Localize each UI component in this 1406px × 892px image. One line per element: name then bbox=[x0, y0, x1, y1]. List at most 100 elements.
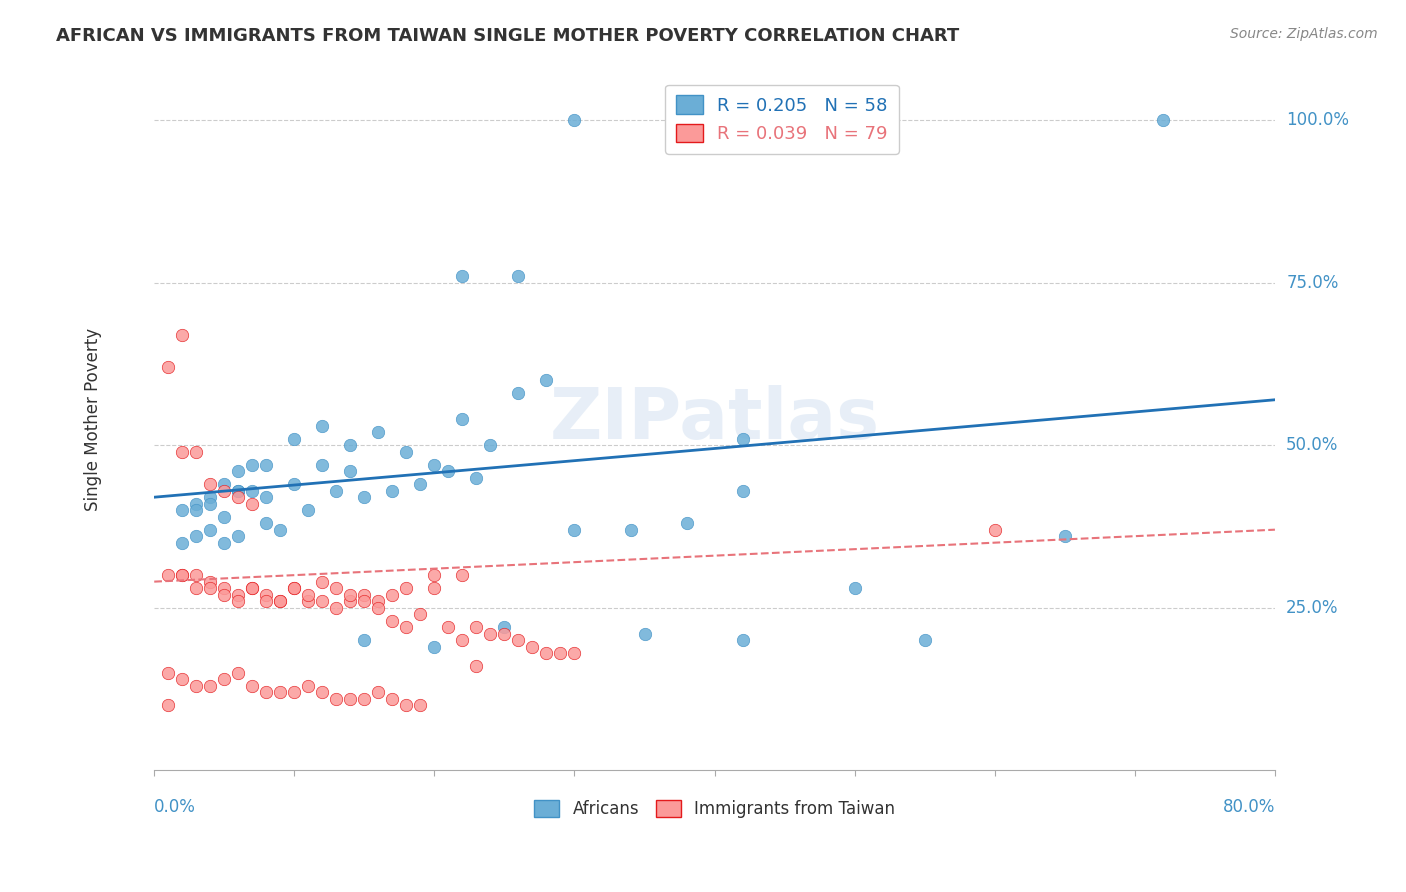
Africans bbox=[200, 523, 222, 537]
Africans bbox=[283, 432, 305, 446]
Immigrants from Taiwan bbox=[522, 640, 544, 654]
Immigrants from Taiwan bbox=[465, 620, 488, 634]
Immigrants from Taiwan bbox=[395, 620, 418, 634]
Immigrants from Taiwan bbox=[214, 588, 236, 602]
Immigrants from Taiwan bbox=[437, 620, 460, 634]
Immigrants from Taiwan bbox=[200, 679, 222, 693]
Text: 25.0%: 25.0% bbox=[1286, 599, 1339, 616]
Immigrants from Taiwan bbox=[395, 698, 418, 712]
Africans bbox=[619, 523, 641, 537]
Africans bbox=[508, 269, 530, 284]
Africans bbox=[353, 633, 375, 648]
Immigrants from Taiwan bbox=[381, 614, 404, 628]
Africans bbox=[479, 438, 502, 452]
Text: AFRICAN VS IMMIGRANTS FROM TAIWAN SINGLE MOTHER POVERTY CORRELATION CHART: AFRICAN VS IMMIGRANTS FROM TAIWAN SINGLE… bbox=[56, 27, 959, 45]
Africans bbox=[200, 497, 222, 511]
Africans bbox=[311, 418, 333, 433]
Africans bbox=[172, 535, 194, 549]
Immigrants from Taiwan bbox=[297, 594, 319, 608]
Africans bbox=[283, 477, 305, 491]
Immigrants from Taiwan bbox=[157, 665, 180, 680]
Africans bbox=[367, 425, 389, 440]
Africans bbox=[254, 458, 277, 472]
Immigrants from Taiwan bbox=[423, 568, 446, 582]
Immigrants from Taiwan bbox=[297, 588, 319, 602]
Immigrants from Taiwan bbox=[409, 698, 432, 712]
Immigrants from Taiwan bbox=[254, 588, 277, 602]
Immigrants from Taiwan bbox=[283, 581, 305, 595]
Immigrants from Taiwan bbox=[409, 607, 432, 621]
Immigrants from Taiwan bbox=[465, 659, 488, 673]
Africans bbox=[395, 444, 418, 458]
Immigrants from Taiwan bbox=[186, 568, 208, 582]
Africans bbox=[186, 503, 208, 517]
Immigrants from Taiwan bbox=[200, 477, 222, 491]
Text: ZIPatlas: ZIPatlas bbox=[550, 384, 880, 454]
Immigrants from Taiwan bbox=[297, 679, 319, 693]
Immigrants from Taiwan bbox=[214, 672, 236, 686]
Immigrants from Taiwan bbox=[254, 594, 277, 608]
Immigrants from Taiwan bbox=[550, 646, 572, 660]
Immigrants from Taiwan bbox=[564, 646, 586, 660]
Africans bbox=[633, 626, 655, 640]
Immigrants from Taiwan bbox=[353, 588, 375, 602]
Africans bbox=[214, 509, 236, 524]
Africans bbox=[536, 373, 558, 387]
Africans bbox=[437, 464, 460, 478]
Text: 75.0%: 75.0% bbox=[1286, 274, 1339, 292]
Legend: Africans, Immigrants from Taiwan: Africans, Immigrants from Taiwan bbox=[527, 793, 901, 825]
Africans bbox=[914, 633, 936, 648]
Africans bbox=[1053, 529, 1076, 543]
Immigrants from Taiwan bbox=[381, 691, 404, 706]
Immigrants from Taiwan bbox=[240, 497, 263, 511]
Africans bbox=[186, 497, 208, 511]
Africans bbox=[240, 458, 263, 472]
Text: Single Mother Poverty: Single Mother Poverty bbox=[83, 327, 101, 511]
Immigrants from Taiwan bbox=[157, 360, 180, 375]
Immigrants from Taiwan bbox=[508, 633, 530, 648]
Africans bbox=[240, 483, 263, 498]
Africans bbox=[564, 113, 586, 128]
Africans bbox=[297, 503, 319, 517]
Africans bbox=[353, 490, 375, 504]
Africans bbox=[409, 477, 432, 491]
Africans bbox=[731, 432, 754, 446]
Africans bbox=[254, 490, 277, 504]
Immigrants from Taiwan bbox=[451, 633, 474, 648]
Africans bbox=[339, 438, 361, 452]
Immigrants from Taiwan bbox=[353, 691, 375, 706]
Immigrants from Taiwan bbox=[451, 568, 474, 582]
Africans bbox=[508, 386, 530, 401]
Immigrants from Taiwan bbox=[311, 685, 333, 699]
Immigrants from Taiwan bbox=[226, 588, 249, 602]
Immigrants from Taiwan bbox=[283, 581, 305, 595]
Immigrants from Taiwan bbox=[381, 588, 404, 602]
Immigrants from Taiwan bbox=[240, 679, 263, 693]
Africans bbox=[214, 477, 236, 491]
Africans bbox=[675, 516, 697, 531]
Africans bbox=[381, 483, 404, 498]
Africans bbox=[325, 483, 347, 498]
Immigrants from Taiwan bbox=[226, 665, 249, 680]
Immigrants from Taiwan bbox=[172, 672, 194, 686]
Africans bbox=[311, 458, 333, 472]
Immigrants from Taiwan bbox=[536, 646, 558, 660]
Immigrants from Taiwan bbox=[325, 581, 347, 595]
Africans bbox=[465, 471, 488, 485]
Immigrants from Taiwan bbox=[269, 685, 291, 699]
Africans bbox=[494, 620, 516, 634]
Africans bbox=[564, 523, 586, 537]
Immigrants from Taiwan bbox=[395, 581, 418, 595]
Immigrants from Taiwan bbox=[367, 600, 389, 615]
Immigrants from Taiwan bbox=[984, 523, 1007, 537]
Immigrants from Taiwan bbox=[240, 581, 263, 595]
Immigrants from Taiwan bbox=[353, 594, 375, 608]
Immigrants from Taiwan bbox=[269, 594, 291, 608]
Immigrants from Taiwan bbox=[172, 568, 194, 582]
Immigrants from Taiwan bbox=[200, 581, 222, 595]
Immigrants from Taiwan bbox=[157, 568, 180, 582]
Africans bbox=[200, 490, 222, 504]
Immigrants from Taiwan bbox=[240, 581, 263, 595]
Immigrants from Taiwan bbox=[186, 679, 208, 693]
Immigrants from Taiwan bbox=[494, 626, 516, 640]
